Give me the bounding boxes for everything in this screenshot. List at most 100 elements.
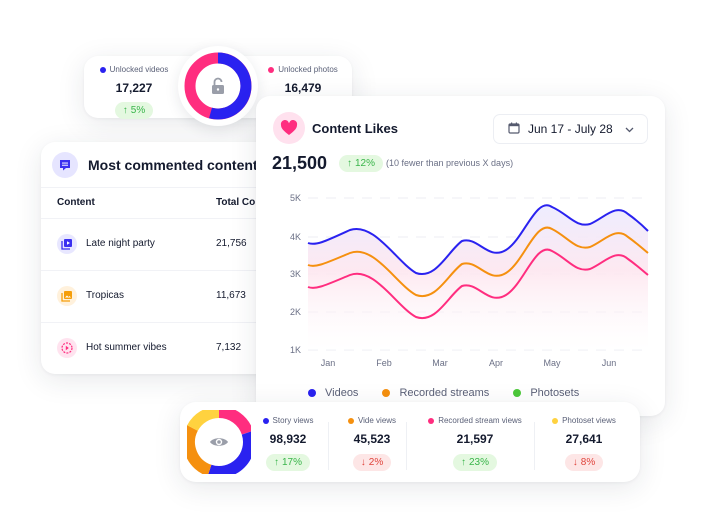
legend-label: Videos xyxy=(325,387,359,399)
arrow-up-icon: ↑ xyxy=(273,457,279,468)
change-value: 17% xyxy=(281,457,302,468)
label-text: Recorded stream views xyxy=(438,416,522,425)
photos-dot-icon xyxy=(268,66,275,73)
chevron-down-icon xyxy=(625,122,634,136)
videos-dot-icon xyxy=(99,66,106,73)
play-circle-icon xyxy=(57,338,77,358)
x-tick: Jun xyxy=(602,358,617,368)
x-tick: Feb xyxy=(376,358,392,368)
arrow-down-icon: ↓ xyxy=(360,457,366,468)
unlocked-donut-chart xyxy=(178,46,258,126)
table-row[interactable]: Tropicas 11,673 xyxy=(41,271,301,323)
unlocked-videos-stat: Unlocked videos 17,227 ↑ 5% xyxy=(89,65,179,119)
date-range-value: Jun 17 - July 28 xyxy=(528,122,613,136)
dot-icon xyxy=(347,417,354,424)
story-views-label: Story views xyxy=(258,416,318,425)
unlocked-donut-svg xyxy=(184,52,252,120)
most-commented-header: Most commented content xyxy=(41,142,301,188)
unlocked-videos-change-badge: ↑ 5% xyxy=(114,102,154,119)
heart-icon xyxy=(273,112,305,144)
row-content-name: Late night party xyxy=(86,238,155,249)
date-range-picker[interactable]: Jun 17 - July 28 xyxy=(493,114,648,144)
story-views-change-badge: ↑ 17% xyxy=(265,454,310,471)
row-content-name: Hot summer vibes xyxy=(86,342,167,353)
photoset-views-value: 27,641 xyxy=(565,432,603,446)
likes-change-badge: ↑ 12% xyxy=(339,155,384,172)
unlocked-videos-label: Unlocked videos xyxy=(89,65,179,74)
x-tick: Apr xyxy=(489,358,503,368)
recorded-stream-views-change-badge: ↑ 23% xyxy=(452,454,497,471)
table-header: Content Total Co xyxy=(41,188,301,219)
y-tick: 1K xyxy=(290,345,301,355)
content-likes-card: Content Likes Jun 17 - July 28 21,500 ↑ 1… xyxy=(256,96,665,416)
photoset-views-stat: Photoset views 27,641 ↓ 8% xyxy=(544,416,624,471)
dot-icon xyxy=(262,417,269,424)
recorded-stream-views-stat: Recorded stream views 21,597 ↑ 23% xyxy=(416,416,534,471)
change-value: 23% xyxy=(468,457,489,468)
views-donut-chart xyxy=(187,410,251,474)
label-text: Photoset views xyxy=(562,416,616,425)
legend-dot-icon xyxy=(382,389,391,397)
unlocked-videos-change: 5% xyxy=(130,105,146,116)
arrow-up-icon: ↑ xyxy=(122,105,128,116)
video-library-icon xyxy=(57,234,77,254)
legend-item-photosets[interactable]: Photosets xyxy=(513,387,579,399)
chart-area-fill xyxy=(308,205,648,350)
x-tick: Jan xyxy=(321,358,336,368)
x-tick: Mar xyxy=(432,358,448,368)
arrow-up-icon: ↑ xyxy=(460,457,466,468)
story-views-value: 98,932 xyxy=(269,432,307,446)
recorded-stream-views-label: Recorded stream views xyxy=(416,416,534,425)
table-row[interactable]: Late night party 21,756 xyxy=(41,219,301,271)
videos-series-line xyxy=(307,204,649,276)
likes-line-chart: 5K 4K 3K 2K 1K Jan Feb Mar Apr May Jun xyxy=(290,193,649,368)
divider xyxy=(328,422,329,470)
change-value: 8% xyxy=(580,457,596,468)
likes-total: 21,500 xyxy=(272,153,328,173)
x-tick: May xyxy=(543,358,561,368)
divider xyxy=(406,422,407,470)
row-total-comments: 21,756 xyxy=(216,238,247,249)
x-axis-labels: Jan Feb Mar Apr May Jun xyxy=(321,358,617,368)
story-views-stat: Story views 98,932 ↑ 17% xyxy=(258,416,318,471)
legend-label: Recorded streams xyxy=(399,387,490,399)
legend-dot-icon xyxy=(308,389,316,397)
y-tick: 2K xyxy=(290,307,301,317)
unlocked-videos-label-text: Unlocked videos xyxy=(109,65,169,74)
dot-icon xyxy=(552,417,559,424)
photoset-views-change-badge: ↓ 8% xyxy=(564,454,604,471)
content-likes-title: Content Likes xyxy=(312,121,398,136)
arrow-up-icon: ↑ xyxy=(347,158,352,169)
recorded-stream-views-value: 21,597 xyxy=(456,432,494,446)
arrow-down-icon: ↓ xyxy=(572,457,578,468)
row-total-comments: 7,132 xyxy=(216,342,242,353)
most-commented-title: Most commented content xyxy=(88,156,258,173)
views-summary-card: Story views 98,932 ↑ 17% Vide views 45,52… xyxy=(180,402,640,482)
table-row[interactable]: Hot summer vibes 7,132 xyxy=(41,323,301,374)
legend-item-recorded-streams[interactable]: Recorded streams xyxy=(382,387,489,399)
column-content[interactable]: Content xyxy=(57,197,95,208)
likes-change-value: 12% xyxy=(355,158,376,169)
label-text: Vide views xyxy=(357,416,397,425)
legend-dot-icon xyxy=(513,389,522,397)
unlocked-photos-label-text: Unlocked photos xyxy=(278,65,338,74)
y-tick: 5K xyxy=(290,193,301,203)
column-total-comments[interactable]: Total Co xyxy=(216,197,256,208)
lock-icon xyxy=(212,77,224,94)
unlocked-videos-value: 17,227 xyxy=(115,81,153,95)
unlocked-photos-label: Unlocked photos xyxy=(258,65,348,74)
photosets-series-line xyxy=(307,248,649,320)
y-tick: 3K xyxy=(290,269,301,279)
y-axis-labels: 5K 4K 3K 2K 1K xyxy=(290,193,301,355)
eye-icon xyxy=(210,438,228,446)
dot-icon xyxy=(428,417,435,424)
change-value: 2% xyxy=(368,457,384,468)
row-total-comments: 11,673 xyxy=(216,290,246,301)
divider xyxy=(534,422,535,470)
photo-library-icon xyxy=(57,286,77,306)
legend-item-videos[interactable]: Videos xyxy=(308,387,358,399)
unlocked-photos-value: 16,479 xyxy=(284,81,322,95)
vide-views-stat: Vide views 45,523 ↓ 2% xyxy=(338,416,406,471)
calendar-icon xyxy=(508,122,520,137)
photoset-views-label: Photoset views xyxy=(544,416,624,425)
